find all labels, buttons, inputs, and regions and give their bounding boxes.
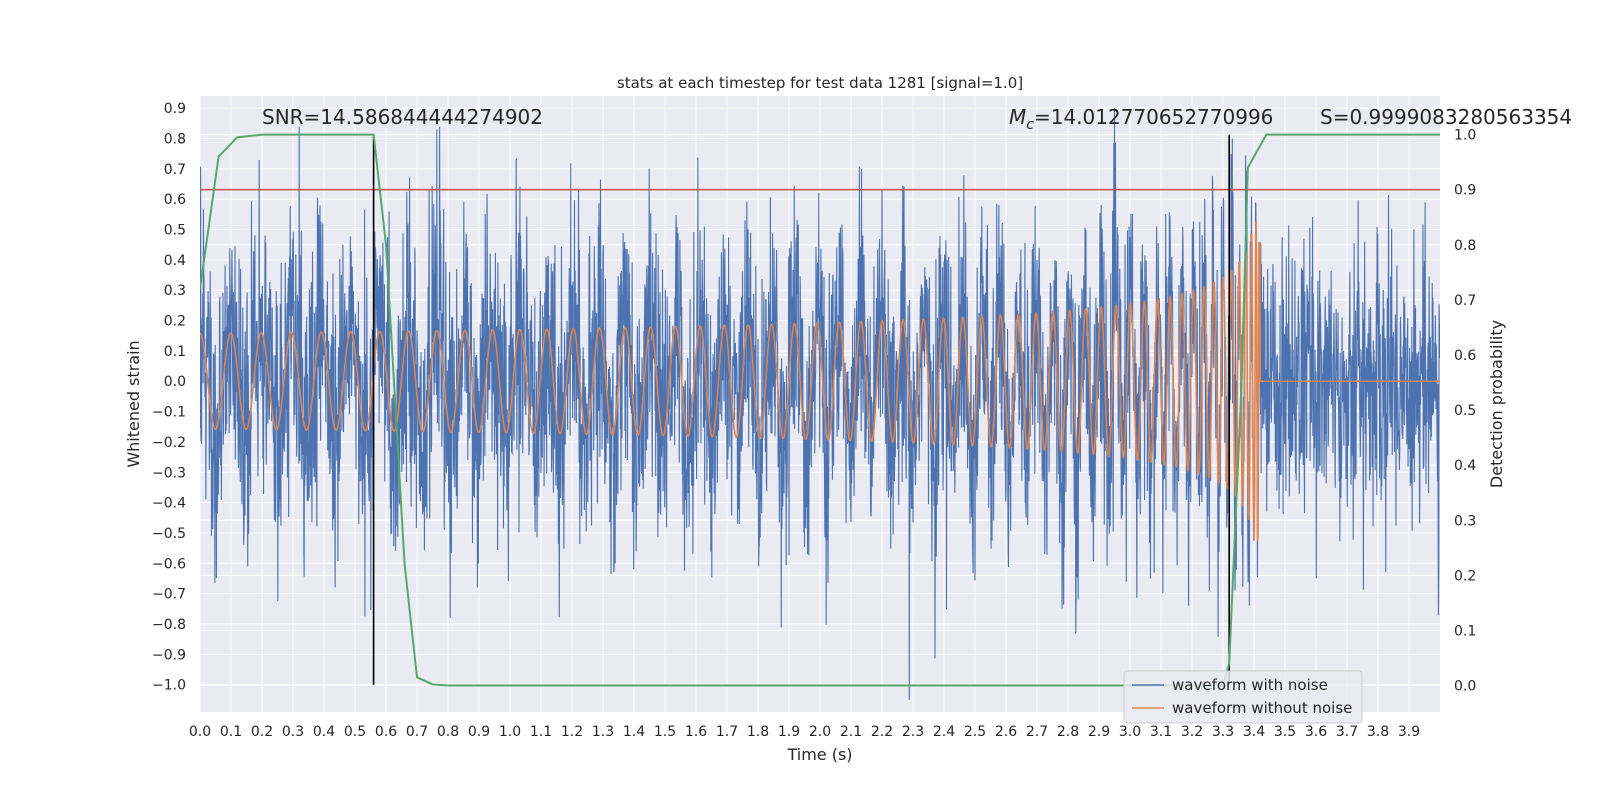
y-left-tick-label: −0.7 <box>152 587 186 603</box>
y-right-tick-label: 0.1 <box>1454 623 1476 639</box>
y-right-tick-label: 0.0 <box>1454 679 1476 695</box>
x-tick-label: 3.9 <box>1398 724 1420 740</box>
x-tick-label: 3.5 <box>1274 724 1296 740</box>
x-tick-label: 2.3 <box>902 724 924 740</box>
y-left-tick-label: 0.5 <box>164 223 186 239</box>
y-left-tick-label: −0.2 <box>152 435 186 451</box>
x-tick-label: 3.4 <box>1243 724 1265 740</box>
chirp-mass-subscript: c <box>1026 117 1034 133</box>
x-tick-label: 0.7 <box>406 724 428 740</box>
x-tick-label: 2.1 <box>840 724 862 740</box>
y-right-tick-label: 0.5 <box>1454 403 1476 419</box>
x-axis-ticks: 0.0 0.1 0.2 0.3 0.4 0.5 0.6 0.7 0.8 0.9 1.0 1.1 1.2 1… <box>189 724 1420 740</box>
series-waveform-without-noise <box>200 220 1440 541</box>
x-tick-label: 3.3 <box>1212 724 1234 740</box>
x-tick-label: 0.6 <box>375 724 397 740</box>
y-right-tick-label: 0.8 <box>1454 238 1476 254</box>
y-right-tick-label: 0.2 <box>1454 568 1476 584</box>
x-tick-label: 2.7 <box>1026 724 1048 740</box>
x-tick-label: 1.0 <box>499 724 521 740</box>
legend-entry-noise: waveform with noise <box>1172 676 1328 694</box>
chirp-mass-symbol: M <box>1009 105 1026 129</box>
x-tick-label: 2.2 <box>871 724 893 740</box>
y-left-tick-label: 0.9 <box>164 101 186 117</box>
y-left-tick-label: 0.2 <box>164 314 186 330</box>
x-tick-label: 2.8 <box>1057 724 1079 740</box>
x-tick-label: 1.1 <box>530 724 552 740</box>
y-left-tick-label: −1.0 <box>152 678 186 694</box>
legend-box <box>1123 670 1363 724</box>
y-right-tick-label: 0.4 <box>1454 458 1476 474</box>
y-left-tick-label: 0.0 <box>164 374 186 390</box>
x-tick-label: 1.6 <box>685 724 707 740</box>
probability-line <box>200 133 1440 687</box>
x-tick-label: 0.9 <box>468 724 490 740</box>
x-tick-label: 0.2 <box>251 724 273 740</box>
y-left-tick-label: 0.6 <box>164 192 186 208</box>
x-tick-label: 0.5 <box>344 724 366 740</box>
y-left-tick-label: 0.7 <box>164 162 186 178</box>
y-right-tick-label: 0.3 <box>1454 513 1476 529</box>
clean-line <box>200 220 1440 541</box>
y-left-tick-label: −0.6 <box>152 556 186 572</box>
x-tick-label: 2.5 <box>964 724 986 740</box>
y-right-tick-label: 0.7 <box>1454 293 1476 309</box>
y-left-tick-label: 0.8 <box>164 131 186 147</box>
x-tick-label: 1.5 <box>654 724 676 740</box>
x-tick-label: 3.0 <box>1119 724 1141 740</box>
y-axis-right-ticks: 1.0 0.9 0.8 0.7 0.6 0.5 0.4 0.3 0.2 0.1 0.0 <box>1454 128 1476 695</box>
legend-entry-clean: waveform without noise <box>1172 699 1352 717</box>
x-tick-label: 0.4 <box>313 724 335 740</box>
y-left-tick-label: −0.9 <box>152 647 186 663</box>
x-tick-label: 3.6 <box>1305 724 1327 740</box>
y-left-tick-label: −0.3 <box>152 465 186 481</box>
x-axis-label: Time (s) <box>786 745 852 764</box>
x-tick-label: 3.8 <box>1367 724 1389 740</box>
x-tick-label: 0.8 <box>437 724 459 740</box>
y-right-tick-label: 0.9 <box>1454 183 1476 199</box>
legend: waveform with noise waveform without noi… <box>1123 670 1363 724</box>
y-axis-left-label: Whitened strain <box>124 340 143 467</box>
x-tick-label: 1.8 <box>747 724 769 740</box>
x-tick-label: 2.6 <box>995 724 1017 740</box>
y-axis-right-label: Detection probability <box>1487 320 1506 488</box>
x-tick-label: 0.1 <box>220 724 242 740</box>
snr-annotation: SNR=14.586844444274902 <box>262 105 543 129</box>
x-tick-label: 3.1 <box>1150 724 1172 740</box>
chart-title: stats at each timestep for test data 128… <box>617 74 1023 92</box>
x-tick-label: 0.3 <box>282 724 304 740</box>
y-axis-left-ticks: 0.9 0.8 0.7 0.6 0.5 0.4 0.3 0.2 0.1 0.0 −0.1 −0.2 −0… <box>152 101 186 694</box>
y-left-tick-label: −0.8 <box>152 617 186 633</box>
x-tick-label: 2.4 <box>933 724 955 740</box>
x-tick-label: 1.2 <box>561 724 583 740</box>
y-left-tick-label: −0.1 <box>152 405 186 421</box>
x-tick-label: 1.3 <box>592 724 614 740</box>
x-tick-label: 1.7 <box>716 724 738 740</box>
x-tick-label: 3.2 <box>1181 724 1203 740</box>
x-tick-label: 0.0 <box>189 724 211 740</box>
chirp-mass-annotation: Mc=14.012770652770996 <box>1009 105 1273 133</box>
y-left-tick-label: −0.5 <box>152 526 186 542</box>
y-left-tick-label: 0.3 <box>164 283 186 299</box>
chirp-mass-value: =14.012770652770996 <box>1034 105 1273 129</box>
vertical-markers <box>372 134 1230 685</box>
x-tick-label: 2.9 <box>1088 724 1110 740</box>
x-tick-label: 3.7 <box>1336 724 1358 740</box>
y-right-tick-label: 0.6 <box>1454 348 1476 364</box>
y-left-tick-label: 0.1 <box>164 344 186 360</box>
x-tick-label: 1.9 <box>778 724 800 740</box>
x-tick-label: 2.0 <box>809 724 831 740</box>
x-tick-label: 1.4 <box>623 724 645 740</box>
y-left-tick-label: 0.4 <box>164 253 186 269</box>
series-detection-probability <box>200 133 1440 687</box>
s-annotation: S=0.9999083280563354 <box>1320 105 1572 129</box>
y-right-tick-label: 1.0 <box>1454 128 1476 144</box>
y-left-tick-label: −0.4 <box>152 496 186 512</box>
